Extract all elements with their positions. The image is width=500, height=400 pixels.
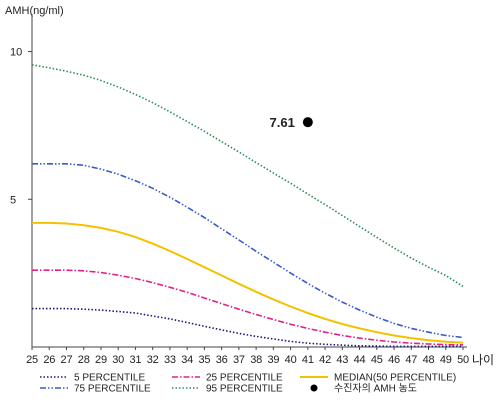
x-tick-label: 50 [457, 354, 469, 366]
y-axis-label: AMH(ng/ml) [5, 5, 64, 17]
x-tick-labels: 25 26 27 28 29 30 31 32 33 34 35 36 37 38 39 40 41 42 43 44… [26, 354, 469, 366]
x-axis-label: 나이 [472, 353, 494, 367]
x-tick-label: 49 [440, 354, 452, 366]
legend-label: 95 PERCENTILE [206, 384, 283, 395]
x-tick-label: 48 [423, 354, 435, 366]
x-tick-label: 35 [198, 354, 210, 366]
x-tick-label: 31 [130, 354, 142, 366]
series-lines [31, 64, 464, 348]
y-tick-label: 10 [10, 47, 22, 59]
legend-label: 수진자의 AMH 농도 [334, 383, 417, 395]
series-line [32, 221, 464, 344]
legend-label: MEDIAN(50 PERCENTILE) [334, 373, 456, 384]
x-tick-label: 40 [285, 354, 297, 366]
series-line [32, 163, 464, 339]
patient-amh-value-label: 7.61 [270, 115, 295, 130]
x-tick-label: 43 [336, 354, 348, 366]
x-tick-label: 27 [61, 354, 73, 366]
x-tick-label: 28 [78, 354, 90, 366]
series-line [32, 269, 464, 346]
x-tick-label: 32 [147, 354, 159, 366]
x-tick-label: 36 [216, 354, 228, 366]
legend-label: 75 PERCENTILE [74, 384, 151, 395]
x-tick-label: 47 [405, 354, 417, 366]
x-tick-label: 45 [371, 354, 383, 366]
series-line [31, 64, 464, 288]
x-tick-label: 26 [43, 354, 55, 366]
x-tick-label: 46 [388, 354, 400, 366]
x-tick-label: 42 [319, 354, 331, 366]
x-tick-label: 41 [302, 354, 314, 366]
x-tick-label: 38 [250, 354, 262, 366]
x-tick-label: 34 [181, 354, 193, 366]
x-tick-label: 44 [354, 354, 366, 366]
patient-point: 7.61 [270, 115, 313, 130]
x-tick-label: 29 [95, 354, 107, 366]
x-tick-label: 30 [112, 354, 124, 366]
legend-swatch [310, 384, 318, 392]
y-tick-labels: 5 10 [10, 47, 22, 207]
x-tick-label: 39 [267, 354, 279, 366]
legend-label: 25 PERCENTILE [206, 373, 283, 384]
x-tick-label: 33 [164, 354, 176, 366]
x-tick-label: 25 [26, 354, 38, 366]
series-line [32, 307, 463, 348]
y-tick-label: 5 [10, 194, 16, 206]
legend: 5 PERCENTILE 25 PERCENTILE MEDIAN(50 PERCE… [40, 373, 456, 395]
legend-label: 5 PERCENTILE [74, 373, 145, 384]
x-tick-label: 37 [233, 354, 245, 366]
axes [28, 14, 467, 350]
patient-amh-point [302, 117, 313, 128]
